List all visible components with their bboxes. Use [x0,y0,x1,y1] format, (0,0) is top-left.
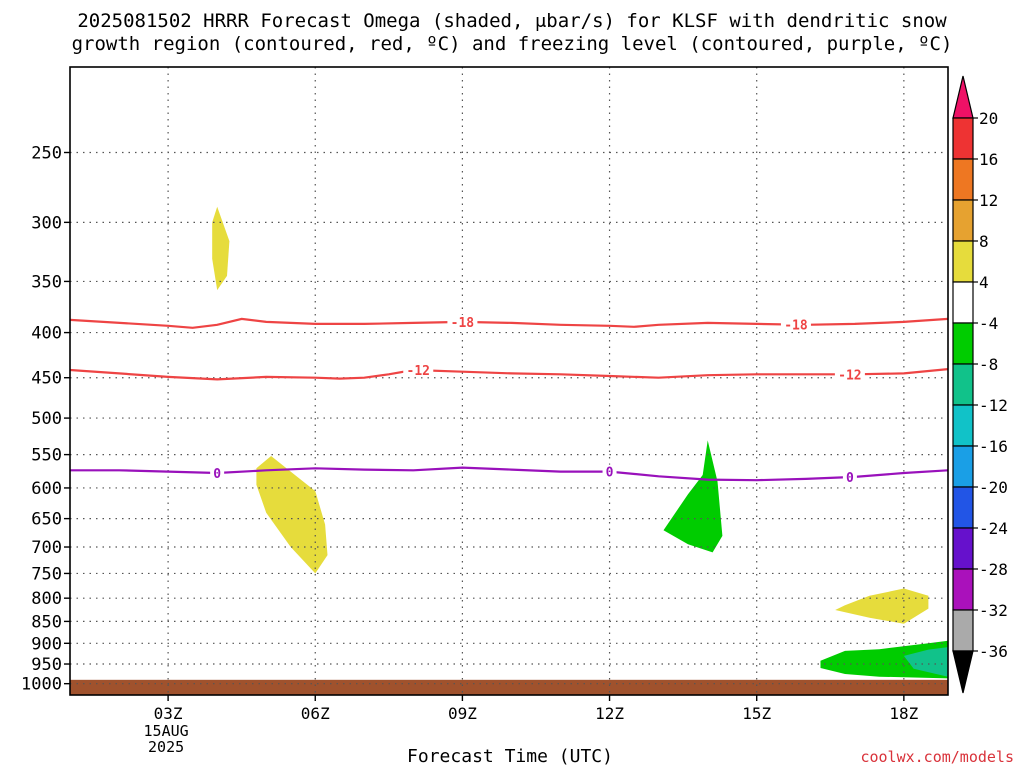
ytick-label-300: 300 [31,213,62,233]
xtick-label-18Z: 18Z [889,704,918,723]
ytick-label-450: 450 [31,369,62,389]
contour-label-1-1: -12 [838,368,861,383]
x-axis-label: Forecast Time (UTC) [407,746,613,767]
contour-line-1 [70,368,948,381]
colorbar-label-3: 8 [979,232,989,251]
omega-region-5 [903,647,948,677]
ytick-label-600: 600 [31,479,62,499]
colorbar-segment-9 [952,486,974,529]
colorbar-segment-2 [952,199,974,242]
omega-region-2 [835,588,929,624]
xtick-label-12Z: 12Z [595,704,624,723]
colorbar-label-7: -12 [979,396,1008,415]
contour-label-2-0: 0 [213,467,221,482]
colorbar-segment-7 [952,404,974,447]
ytick-label-350: 350 [31,272,62,292]
colorbar-segment-0 [952,117,974,160]
xtick-sublabel-1: 2025 [148,738,184,756]
colorbar-label-11: -28 [979,560,1008,579]
colorbar-label-4: 4 [979,273,989,292]
contour-line-0 [70,317,948,329]
contour-line-2 [70,466,948,482]
ytick-label-1000: 1000 [21,675,62,695]
xtick-label-03Z: 03Z [154,704,183,723]
contour-label-0-1: -18 [784,319,808,334]
colorbar-label-9: -20 [979,478,1008,497]
ytick-label-650: 650 [31,510,62,530]
colorbar-label-1: 16 [979,150,998,169]
xtick-label-15Z: 15Z [742,704,771,723]
contour-label-bg-1-1 [834,367,865,382]
omega-shading [212,206,948,679]
colorbar-label-13: -36 [979,642,1008,661]
contour-label-bg-2-1 [602,464,617,479]
colorbar-label-6: -8 [979,355,998,374]
colorbar: 20 16 12 8 4 -4 -8 -12 -16 -20 -24 -28 -32 -36 [952,75,1008,694]
contour-label-bg-0-1 [780,317,811,332]
omega-region-0 [212,206,230,291]
colorbar-segment-6 [952,363,974,406]
colorbar-label-5: -4 [979,314,998,333]
contour-label-0-0: -18 [451,316,475,331]
grid-lines [70,67,948,695]
xtick-label-09Z: 09Z [448,704,477,723]
colorbar-bottom-arrow [952,650,974,694]
contour-label-bg-2-2 [842,470,857,485]
colorbar-segment-11 [952,568,974,611]
ytick-label-800: 800 [31,589,62,609]
ytick-label-750: 750 [31,564,62,584]
ground-surface [70,679,948,695]
colorbar-segment-3 [952,240,974,283]
colorbar-segment-5 [952,322,974,365]
ytick-label-550: 550 [31,446,62,466]
colorbar-top-arrow [952,75,974,119]
contour-label-2-1: 0 [606,466,614,481]
ytick-label-850: 850 [31,612,62,632]
chart-title-line-2: growth region (contoured, red, ºC) and f… [71,33,953,55]
contour-label-2-2: 0 [846,471,854,486]
xtick-label-06Z: 06Z [301,704,330,723]
colorbar-label-10: -24 [979,519,1008,538]
plot-frame [69,66,949,696]
colorbar-segment-1 [952,158,974,201]
source-credit: coolwx.com/models [860,748,1014,766]
ytick-label-900: 900 [31,634,62,654]
ytick-label-500: 500 [31,409,62,429]
contour-label-bg-0-0 [447,314,478,329]
contour-label-1-0: -12 [407,364,430,379]
ground-layer [70,679,948,695]
ytick-label-400: 400 [31,324,62,344]
colorbar-segment-10 [952,527,974,570]
omega-region-1 [256,456,328,574]
temperature-contours: -18 -18 -12 -12 0 0 0 [70,314,948,486]
ytick-label-700: 700 [31,538,62,558]
chart-title-line-1: 2025081502 HRRR Forecast Omega (shaded, … [77,10,947,32]
colorbar-label-8: -16 [979,437,1008,456]
ytick-label-950: 950 [31,655,62,675]
colorbar-segment-12 [952,609,974,652]
colorbar-label-12: -32 [979,601,1008,620]
omega-region-3 [663,440,723,553]
xtick-sublabel-0: 15AUG [144,722,189,740]
colorbar-segment-4 [952,281,974,324]
y-axis-ticks: 2503003504004505005506006507007508008509… [21,143,70,695]
colorbar-label-0: 20 [979,109,998,128]
ytick-label-250: 250 [31,143,62,163]
colorbar-label-2: 12 [979,191,998,210]
contour-label-bg-2-0 [210,465,225,480]
contour-label-bg-1-0 [403,363,434,378]
colorbar-segment-8 [952,445,974,488]
